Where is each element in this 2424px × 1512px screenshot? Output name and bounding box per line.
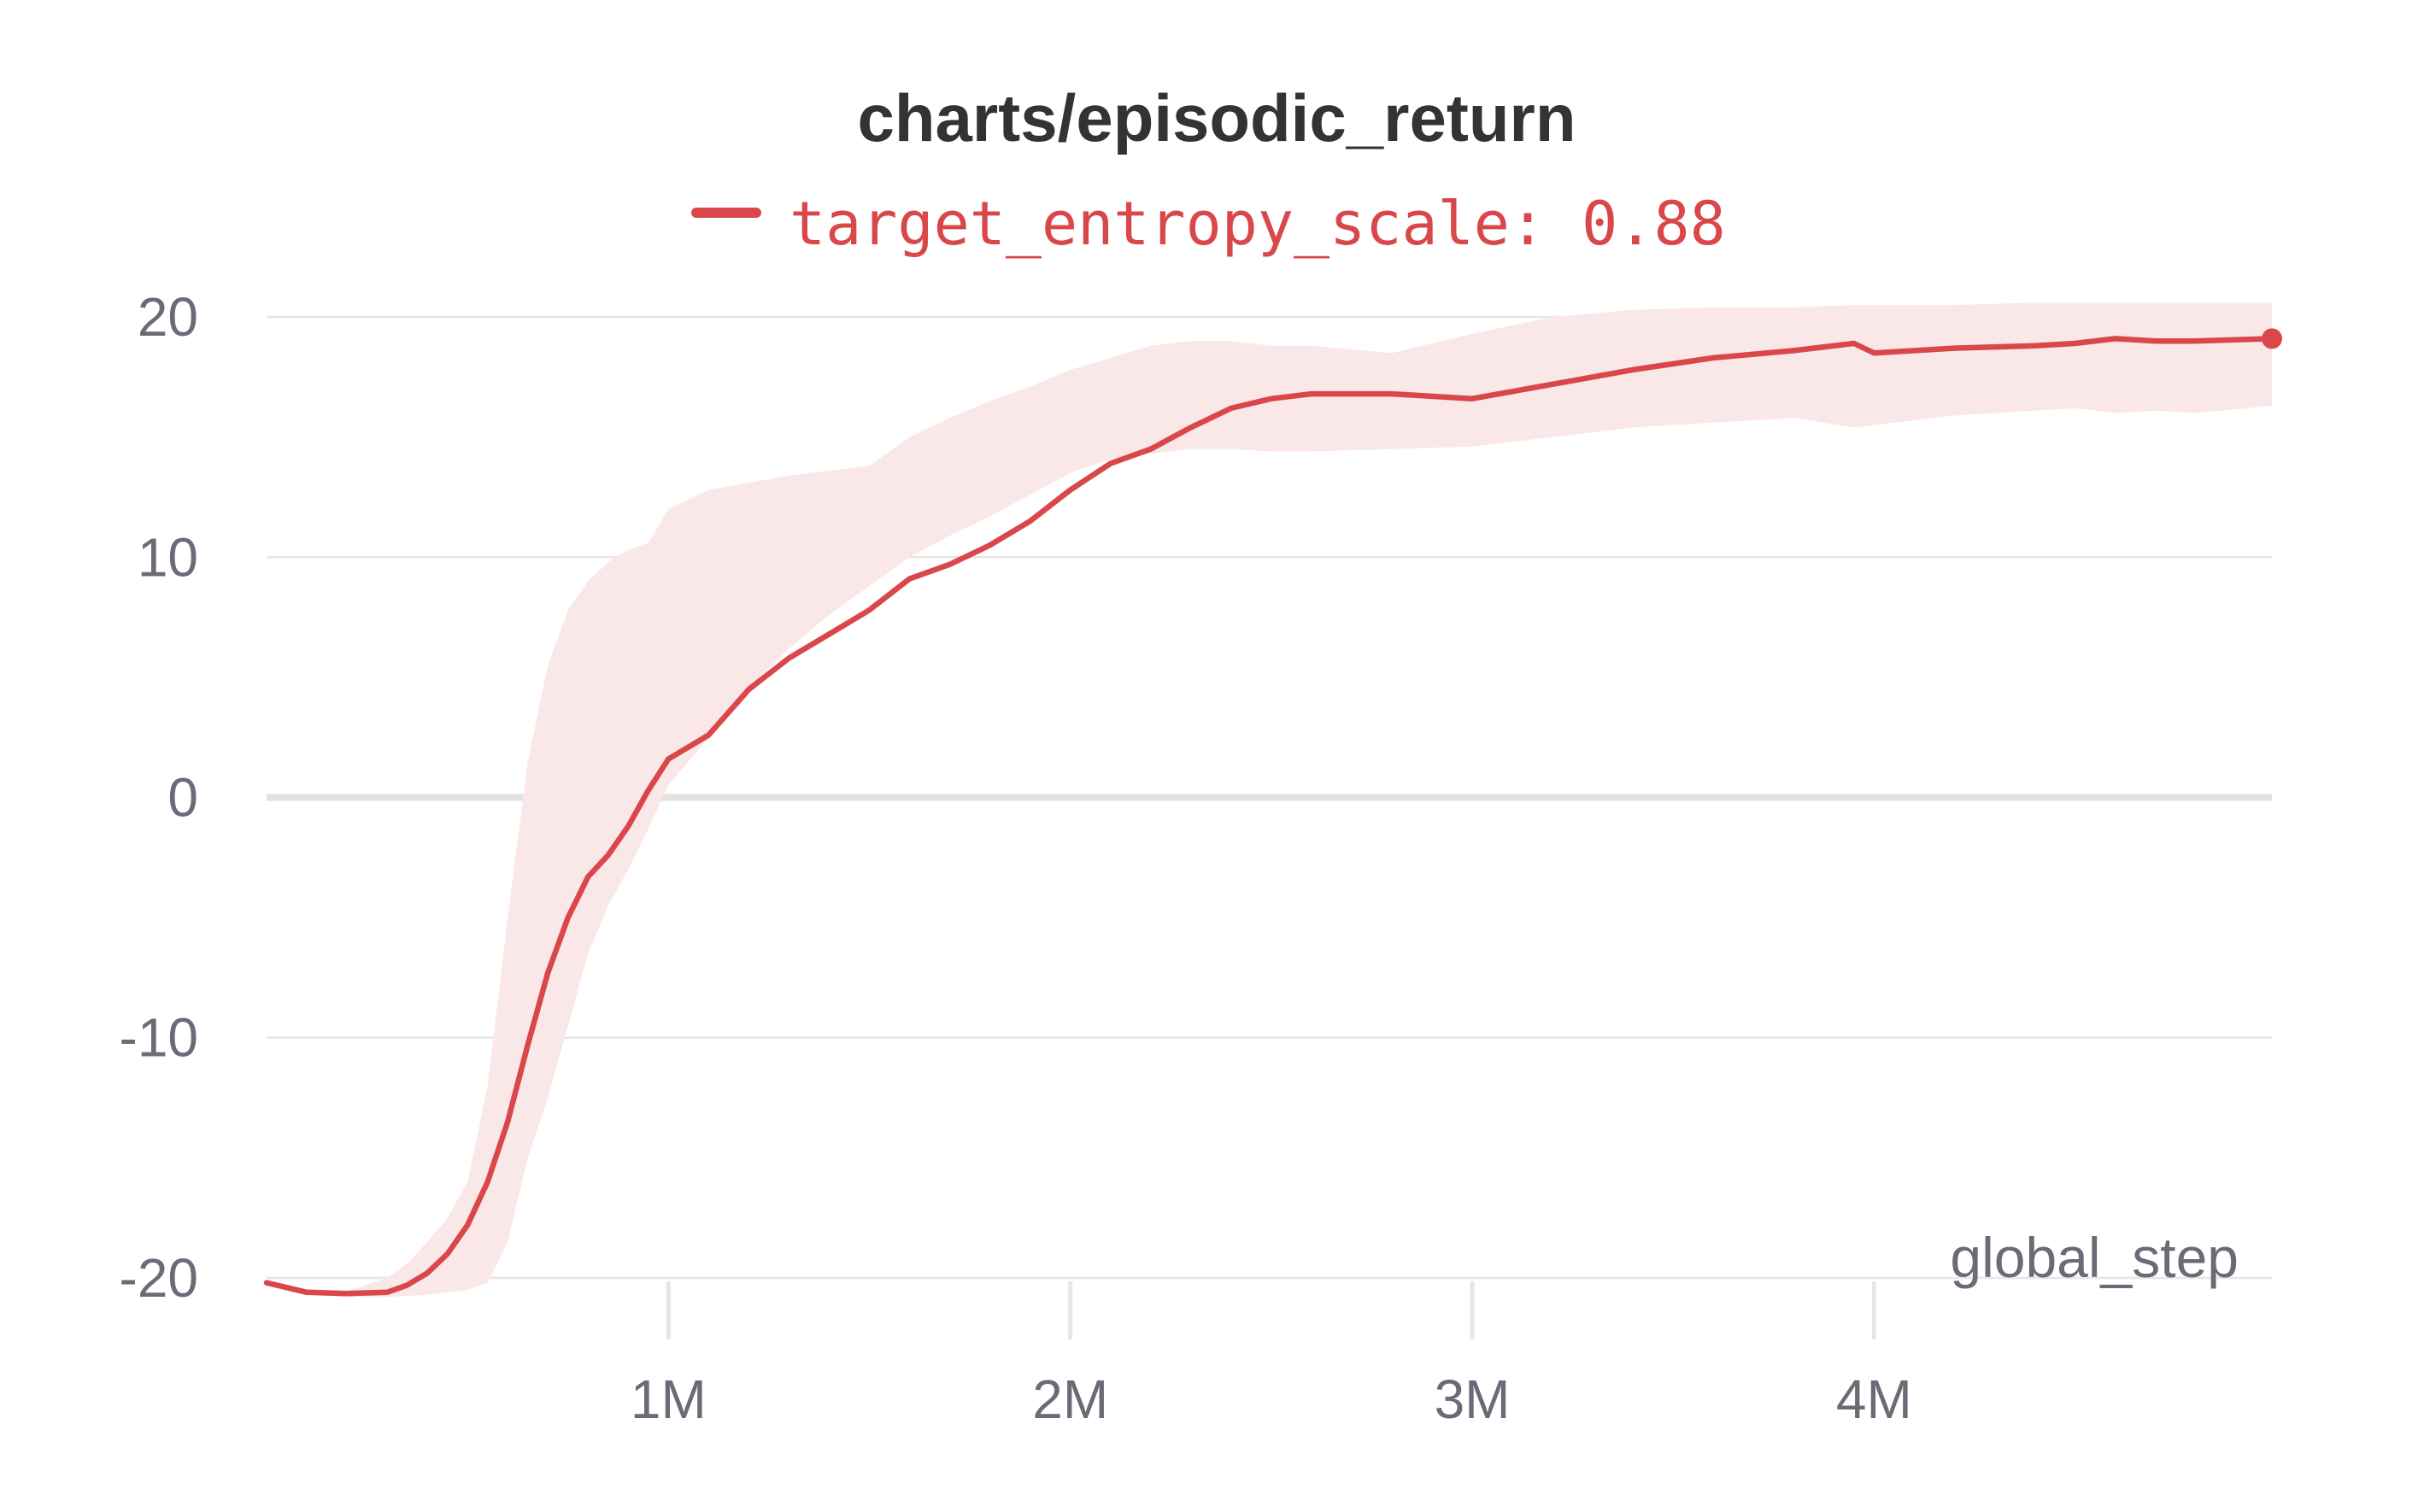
y-tick-label: -20 xyxy=(120,1247,199,1309)
series-confidence-band xyxy=(267,302,2272,1298)
x-tick-label: 1M xyxy=(631,1368,707,1430)
y-tick-label: 0 xyxy=(167,767,198,829)
series-line xyxy=(263,336,2275,1297)
y-tick-label: 20 xyxy=(138,286,198,348)
y-axis-ticks: 20 10 0 -10 -20 xyxy=(120,286,199,1309)
confidence-band-layer xyxy=(267,302,2272,1298)
y-tick-label: 10 xyxy=(138,526,198,588)
y-tick-label: -10 xyxy=(120,1007,199,1069)
legend-label: target_entropy_scale: 0.88 xyxy=(789,189,1726,259)
x-tick-label: 4M xyxy=(1836,1368,1912,1430)
x-tick-label: 2M xyxy=(1032,1368,1108,1430)
x-axis-label: global_step xyxy=(1950,1226,2239,1289)
chart-title: charts/episodic_return xyxy=(858,80,1576,155)
x-axis-ticks: 1M 2M 3M 4M xyxy=(631,1368,1912,1430)
series-end-point xyxy=(2262,328,2282,349)
x-tick-label: 3M xyxy=(1435,1368,1511,1430)
series-line-layer xyxy=(263,328,2282,1297)
